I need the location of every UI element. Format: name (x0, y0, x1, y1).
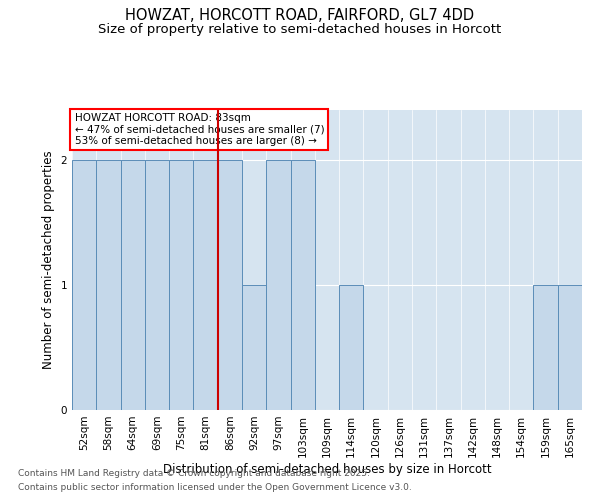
Bar (242, 285, 266, 410)
Bar (72, 160, 96, 410)
Bar (145, 160, 169, 410)
Y-axis label: Number of semi-detached properties: Number of semi-detached properties (42, 150, 55, 370)
Text: Size of property relative to semi-detached houses in Horcott: Size of property relative to semi-detach… (98, 22, 502, 36)
Text: Contains HM Land Registry data © Crown copyright and database right 2025.: Contains HM Land Registry data © Crown c… (18, 468, 370, 477)
Bar (193, 160, 218, 410)
Bar (339, 285, 364, 410)
X-axis label: Distribution of semi-detached houses by size in Horcott: Distribution of semi-detached houses by … (163, 462, 491, 475)
Text: HOWZAT HORCOTT ROAD: 83sqm
← 47% of semi-detached houses are smaller (7)
53% of : HOWZAT HORCOTT ROAD: 83sqm ← 47% of semi… (74, 113, 324, 146)
Bar (533, 285, 558, 410)
Bar (558, 285, 582, 410)
Text: HOWZAT, HORCOTT ROAD, FAIRFORD, GL7 4DD: HOWZAT, HORCOTT ROAD, FAIRFORD, GL7 4DD (125, 8, 475, 22)
Bar (266, 160, 290, 410)
Bar (121, 160, 145, 410)
Bar (218, 160, 242, 410)
Bar (169, 160, 193, 410)
Text: Contains public sector information licensed under the Open Government Licence v3: Contains public sector information licen… (18, 484, 412, 492)
Bar (290, 160, 315, 410)
Bar (96, 160, 121, 410)
